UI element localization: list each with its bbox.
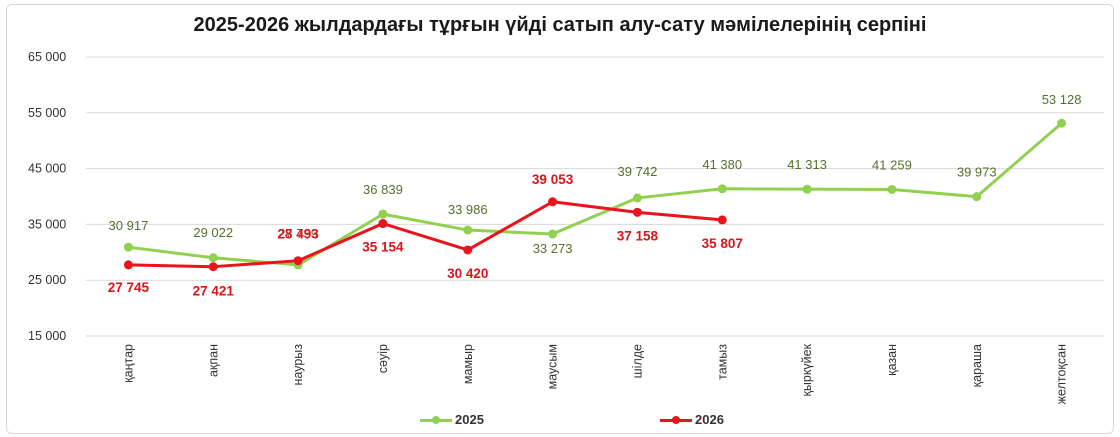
x-tick-label: сәуір: [376, 344, 390, 373]
y-tick-label: 25 000: [28, 273, 66, 287]
data-point-2025: [717, 184, 727, 194]
data-label-2025: 39 973: [957, 165, 997, 180]
data-point-2025: [123, 242, 133, 252]
y-tick-label: 45 000: [28, 162, 66, 176]
legend-item-2025: 2025: [420, 412, 484, 427]
data-point-2026: [208, 262, 218, 272]
data-label-2025: 41 313: [787, 157, 827, 172]
data-label-2026: 30 420: [447, 266, 488, 281]
data-label-2025: 41 259: [872, 157, 912, 172]
x-tick-label: тамыз: [715, 344, 729, 380]
y-tick-label: 15 000: [28, 329, 66, 343]
data-label-2026: 27 421: [193, 284, 235, 299]
data-label-2025: 41 380: [702, 157, 742, 172]
data-point-2025: [548, 229, 558, 239]
data-point-2026: [378, 219, 388, 229]
x-tick-label: ақпан: [206, 344, 220, 377]
legend: 2025 2026: [0, 412, 1120, 432]
x-tick-label: қараша: [970, 344, 984, 387]
data-label-2025: 29 022: [193, 225, 233, 240]
data-label-2025: 53 128: [1042, 92, 1082, 107]
data-point-2026: [293, 256, 303, 266]
x-tick-label: маусым: [546, 344, 560, 389]
series-line-2025: [128, 122, 1063, 267]
x-tick-label: желтоқсан: [1055, 344, 1069, 404]
y-tick-label: 55 000: [28, 106, 66, 120]
chart-title: 2025-2026 жылдардағы тұрғын үйді сатып а…: [193, 14, 927, 36]
legend-label-2026: 2026: [695, 412, 724, 427]
data-point-2026: [632, 207, 642, 217]
data-point-2025: [972, 192, 982, 202]
data-point-2025: [802, 184, 812, 194]
data-point-2025: [887, 184, 897, 194]
x-tick-label: наурыз: [291, 344, 305, 386]
data-label-2026: 39 053: [532, 172, 574, 187]
data-point-2025: [1057, 118, 1067, 128]
series-line-2026: [128, 200, 723, 269]
y-tick-label: 35 000: [28, 217, 66, 231]
data-point-2025: [378, 209, 388, 219]
legend-item-2026: 2026: [660, 412, 724, 427]
legend-swatch-2026: [660, 414, 692, 426]
x-tick-label: шілде: [630, 344, 644, 378]
data-label-2026: 35 154: [362, 240, 404, 255]
legend-label-2025: 2025: [455, 412, 484, 427]
x-tick-label: қаңтар: [121, 344, 135, 383]
data-label-2026: 28 493: [277, 227, 319, 242]
data-point-2026: [463, 245, 473, 255]
data-label-2025: 27 739: [278, 226, 318, 241]
data-point-2026: [717, 215, 727, 225]
data-label-2025: 30 917: [109, 218, 149, 233]
data-label-2025: 36 839: [363, 182, 403, 197]
x-tick-label: қазан: [885, 344, 899, 376]
x-tick-label: қыркүйек: [800, 343, 814, 396]
y-tick-label: 65 000: [28, 50, 66, 64]
data-label-2026: 35 807: [702, 236, 743, 251]
data-point-2025: [632, 193, 642, 203]
legend-swatch-2025: [420, 414, 452, 426]
data-label-2025: 33 986: [448, 202, 488, 217]
data-point-2026: [548, 197, 558, 207]
data-point-2025: [463, 225, 473, 235]
data-point-2026: [123, 260, 133, 270]
data-point-2025: [208, 253, 218, 263]
data-label-2026: 27 745: [108, 280, 150, 295]
data-label-2025: 39 742: [618, 164, 658, 179]
data-label-2026: 37 158: [617, 228, 659, 243]
chart-frame: [6, 4, 1114, 434]
data-label-2025: 33 273: [533, 241, 573, 256]
x-tick-label: мамыр: [461, 344, 475, 384]
